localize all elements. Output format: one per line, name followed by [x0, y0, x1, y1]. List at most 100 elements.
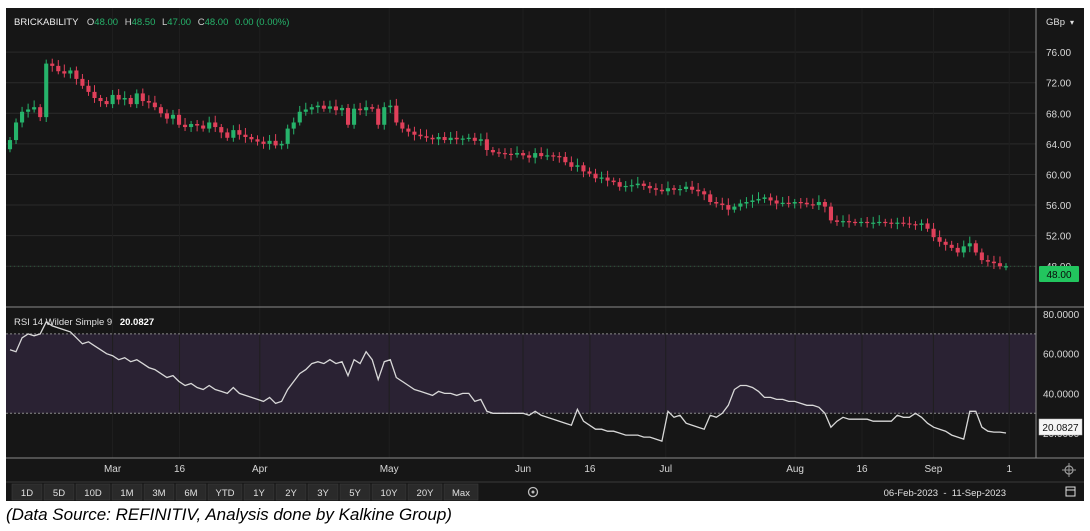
- candle-body: [333, 106, 339, 111]
- time-tick-label: Aug: [786, 464, 804, 475]
- range-button-label: Max: [452, 488, 470, 499]
- candle: [744, 197, 749, 209]
- candle: [581, 162, 586, 178]
- price-tick-label: 76.00: [1046, 48, 1071, 59]
- candle-body: [454, 137, 459, 140]
- candle: [515, 146, 520, 158]
- candle: [521, 150, 526, 160]
- candle: [563, 151, 568, 166]
- candle: [128, 94, 133, 108]
- candle: [86, 79, 91, 96]
- candle-body: [563, 156, 568, 163]
- candle: [889, 218, 894, 229]
- candle: [345, 103, 351, 128]
- candle-body: [659, 189, 664, 192]
- candle: [279, 140, 284, 150]
- candle: [883, 218, 888, 227]
- range-button-5d[interactable]: 5D: [43, 483, 75, 501]
- time-tick-label: 16: [856, 464, 868, 475]
- range-button-1y[interactable]: 1Y: [243, 483, 275, 501]
- range-button-label: 1M: [120, 488, 133, 499]
- candle: [834, 215, 840, 226]
- candle: [617, 178, 622, 191]
- candle-body: [961, 246, 966, 253]
- range-settings-icon[interactable]: [527, 486, 539, 498]
- candle-body: [859, 221, 864, 224]
- candle: [623, 181, 628, 192]
- candle: [786, 196, 791, 208]
- range-button-5y[interactable]: 5Y: [339, 483, 371, 501]
- candle: [243, 127, 248, 143]
- currency-label[interactable]: GBp: [1046, 17, 1065, 28]
- candle-body: [460, 138, 465, 140]
- date-range-label[interactable]: 06-Feb-2023 - 11-Sep-2023: [884, 488, 1006, 499]
- chart-container: 76.00 72.00 68.00 64.00 60.00 56.00 52.00 48.00…: [6, 8, 1084, 501]
- range-button-2y[interactable]: 2Y: [275, 483, 307, 501]
- candle: [255, 135, 260, 146]
- candle-body: [370, 107, 375, 109]
- last-price-label: 48.00: [1046, 270, 1071, 281]
- time-tick-label: Jun: [515, 464, 531, 475]
- range-button-1d[interactable]: 1D: [11, 483, 43, 501]
- candle: [599, 171, 604, 184]
- candle: [738, 199, 743, 211]
- candle-body: [834, 220, 840, 222]
- calendar-icon[interactable]: [1065, 486, 1076, 497]
- range-button-1m[interactable]: 1M: [111, 483, 143, 501]
- rsi-tick-label: 60.0000: [1043, 350, 1080, 361]
- candle-body: [406, 128, 411, 132]
- candle-body: [62, 71, 67, 74]
- range-button-3m[interactable]: 3M: [143, 483, 175, 501]
- candle-body: [696, 189, 701, 192]
- candle: [376, 104, 381, 129]
- symbol-label: BRICKABILITY: [14, 17, 79, 28]
- candle: [792, 198, 797, 209]
- candle-body: [472, 137, 477, 141]
- candle: [146, 95, 151, 109]
- candle-body: [56, 65, 61, 72]
- candle-body: [599, 177, 604, 179]
- candle: [92, 85, 97, 103]
- chart-settings-icon[interactable]: [1062, 463, 1076, 477]
- candle-body: [237, 130, 242, 135]
- candle: [74, 66, 79, 85]
- candle-body: [364, 107, 369, 111]
- range-button-max[interactable]: Max: [443, 483, 479, 501]
- candle-body: [798, 202, 803, 204]
- range-button-ytd[interactable]: YTD: [207, 483, 243, 501]
- candle-body: [521, 153, 526, 156]
- range-buttons: 1D 5D 10D 1M 3M 6M YTD 1Y 2Y 3Y 5Y 10Y 20Y Max: [11, 483, 479, 501]
- candle: [708, 190, 713, 206]
- candle: [973, 240, 978, 256]
- candle-body: [358, 108, 363, 111]
- candle-body: [883, 221, 888, 224]
- candle: [527, 151, 532, 163]
- candle: [611, 177, 616, 186]
- candle: [50, 58, 55, 72]
- candle: [804, 197, 809, 208]
- candle: [569, 156, 574, 171]
- candle-body: [840, 221, 846, 223]
- candle-body: [617, 182, 622, 187]
- range-button-10d[interactable]: 10D: [75, 483, 111, 501]
- currency-chevron-icon[interactable]: ▾: [1070, 18, 1074, 27]
- candle-body: [110, 94, 115, 105]
- candle: [237, 124, 242, 140]
- candle: [472, 132, 477, 145]
- range-button-3y[interactable]: 3Y: [307, 483, 339, 501]
- candle-body: [176, 114, 182, 125]
- candle: [913, 221, 918, 230]
- price-grid: [6, 8, 1036, 458]
- candle-body: [955, 247, 960, 253]
- candle-body: [973, 243, 978, 253]
- candle-body: [140, 93, 145, 102]
- candle: [840, 215, 846, 227]
- candle-body: [527, 155, 532, 158]
- range-button-20y[interactable]: 20Y: [407, 483, 443, 501]
- candle-body: [647, 185, 652, 189]
- range-button-6m[interactable]: 6M: [175, 483, 207, 501]
- candle-body: [207, 122, 212, 129]
- range-button-10y[interactable]: 10Y: [371, 483, 407, 501]
- candle-body: [339, 107, 345, 111]
- data-source-caption: (Data Source: REFINITIV, Analysis done b…: [6, 505, 452, 524]
